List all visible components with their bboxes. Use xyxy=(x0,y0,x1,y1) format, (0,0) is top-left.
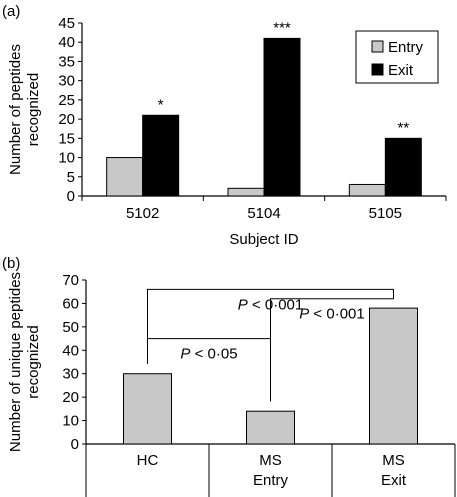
legend-box xyxy=(355,30,439,84)
bar-entry xyxy=(106,157,144,197)
y-tick-label: 50 xyxy=(62,319,79,336)
legend-label-entry: Entry xyxy=(388,39,424,56)
y-tick-label: 40 xyxy=(62,342,79,359)
bar-exit xyxy=(263,37,301,197)
y-axis-title-line1: Number of peptides xyxy=(7,44,24,175)
legend: Entry Exit xyxy=(355,30,439,84)
bar-exit xyxy=(384,137,422,197)
y-axis-title-line2: recognized xyxy=(25,325,42,398)
y-tick-label: 30 xyxy=(62,366,79,383)
y-axis-title-line2: recognized xyxy=(25,73,42,146)
y-tick-label: 45 xyxy=(58,15,75,32)
bar-unique xyxy=(123,373,172,445)
legend-swatch-entry xyxy=(371,40,384,53)
y-tick-label: 20 xyxy=(62,389,79,406)
bar-unique xyxy=(369,307,418,445)
y-tick-label: 30 xyxy=(58,73,75,90)
panel-b: (b) 0 10 20 30 40 50 60 70 HC MS Entry MS Exit P < 0·0… xyxy=(2,255,456,497)
legend-swatch-exit xyxy=(371,63,384,76)
y-tick-label: 40 xyxy=(58,34,75,51)
y-tick-label: 10 xyxy=(62,413,79,430)
x-tick-label: 5104 xyxy=(247,205,280,222)
y-tick-label: 60 xyxy=(62,295,79,312)
bar-entry xyxy=(227,187,265,197)
legend-label-exit: Exit xyxy=(388,62,414,79)
x-tick-label: Exit xyxy=(381,472,407,489)
y-tick-label: 20 xyxy=(58,111,75,128)
panel-label-b: (b) xyxy=(2,255,20,272)
bar-unique xyxy=(246,410,295,445)
comparison-bracket xyxy=(147,288,394,364)
comparison-p-label: P < 0·05 xyxy=(180,346,237,363)
x-tick-label: 5105 xyxy=(369,205,402,222)
x-tick-label: 5102 xyxy=(126,205,159,222)
x-tick-label: MS xyxy=(259,452,282,469)
y-tick-label: 0 xyxy=(71,436,79,453)
y-tick-label: 35 xyxy=(58,53,75,70)
x-axis-title: Subject ID xyxy=(229,231,298,248)
significance-marker: ** xyxy=(397,119,409,136)
significance-marker: * xyxy=(158,96,164,113)
x-tick-label: Entry xyxy=(253,472,289,489)
y-axis-title-line1: Number of unique peptides xyxy=(7,272,24,452)
panel-label-a: (a) xyxy=(2,3,20,20)
y-tick-label: 10 xyxy=(58,150,75,167)
y-tick-label: 0 xyxy=(67,188,75,205)
comparison-p-label: P < 0·001 xyxy=(299,306,364,323)
comparison-p-label: P < 0·001 xyxy=(238,296,303,313)
bar-exit xyxy=(142,114,180,197)
y-tick-label: 25 xyxy=(58,92,75,109)
significance-marker: *** xyxy=(273,19,291,36)
x-tick-label: HC xyxy=(137,452,159,469)
bar-entry xyxy=(348,183,386,197)
y-tick-label: 70 xyxy=(62,272,79,289)
y-tick-label: 15 xyxy=(58,130,75,147)
panel-a: (a) 0 5 10 15 20 25 30 35 40 45 * 5102 *** 5104 ** 5105 S… xyxy=(2,3,447,248)
comparison-bracket xyxy=(270,298,394,402)
x-tick-label: MS xyxy=(382,452,405,469)
y-tick-label: 5 xyxy=(67,169,75,186)
